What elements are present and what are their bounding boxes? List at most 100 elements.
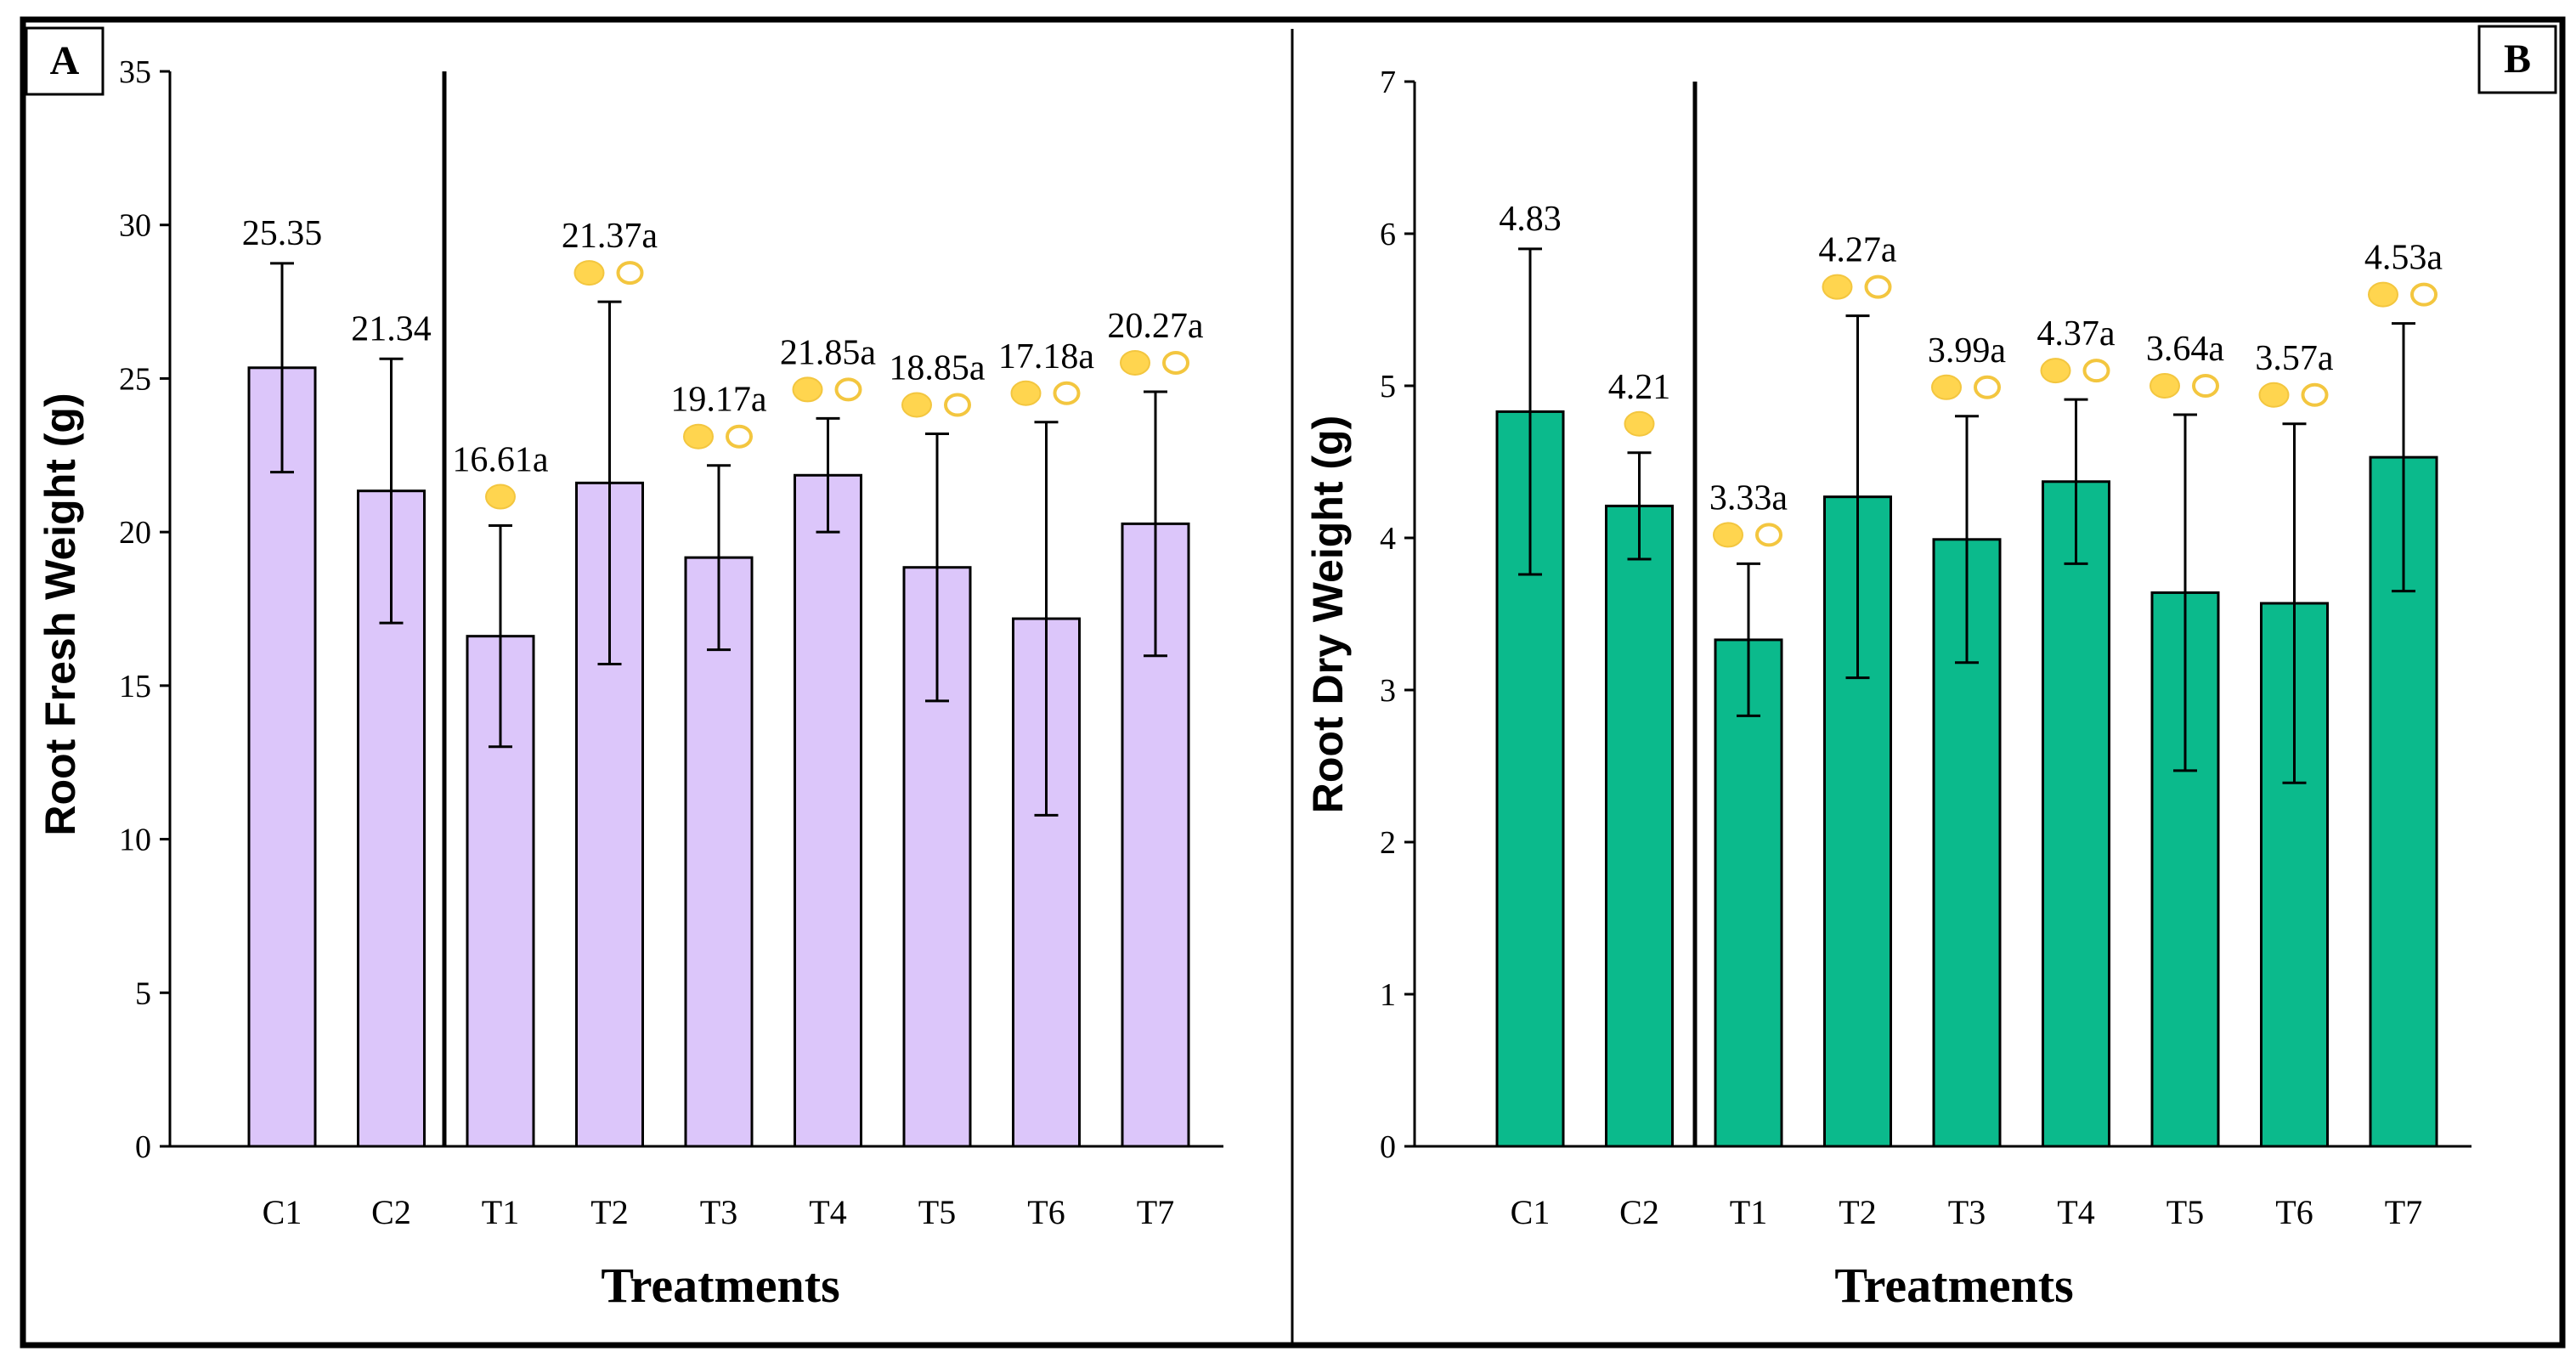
panel-b-x-axis-title: Treatments [1834,1258,2073,1313]
panel-b-significance-ring [2192,374,2219,399]
panel-a-label: A [50,38,80,83]
panel-a-value-label-t4: 21.85a [780,333,877,372]
panel-a-significance-ring [1053,381,1081,405]
panel-a-value-label-t7: 20.27a [1107,307,1204,346]
panel-b-value-label-t4: 4.37a [2037,314,2116,353]
panel-b-x-tick-labels: C1 C2 T1 T2 T3 T4 T5 T6 T7 [1511,1193,2423,1231]
panel-a-value-label-t2: 21.37a [562,217,658,256]
panel-b-y-tick-label: 4 [1380,521,1396,557]
panel-a-y-axis-title: Root Fresh Weight (g) [37,393,84,835]
panel-a-x-tick-t1: T1 [482,1193,519,1231]
panel-b-x-tick-c2: C2 [1619,1193,1659,1231]
panel-b-value-label-t1: 3.33a [1709,478,1788,517]
panel-a-y-tick-label: 25 [119,361,151,397]
panel-b-significance-dot [1624,410,1655,437]
panel-b-x-tick-t5: T5 [2166,1193,2204,1231]
panel-a-x-axis-title: Treatments [601,1258,839,1313]
panel-b-value-label-t2: 4.27a [1818,231,1897,270]
panel-b-y-tick-label: 3 [1380,673,1396,709]
panel-a-significance-dot [573,260,605,286]
panel-b-bar-t1 [1714,638,1783,1148]
panel-a-x-tick-t4: T4 [809,1193,846,1231]
panel-a-y-tick-label: 35 [119,54,151,90]
panel-b-significance-dot [2040,358,2071,384]
panel-b-significance-dot [2368,281,2398,308]
panel-b-x-tick-t6: T6 [2275,1193,2313,1231]
panel-b-significance-ring [2082,359,2110,383]
panel-a-value-label-t1: 16.61a [452,441,549,480]
panel-a-y-tick-label: 20 [119,515,151,551]
panel-b-significance-dot [1822,274,1853,300]
panel-b-x-tick-t2: T2 [1839,1193,1876,1231]
panel-a-value-label-t6: 17.18a [998,337,1095,376]
panel-b-significance-dot [2258,382,2290,408]
panel-b-significance-ring [2410,282,2438,307]
panel-b-x-tick-c1: C1 [1511,1193,1551,1231]
panel-a-significance-dot [683,423,714,450]
panel-a-y-tick-label: 5 [135,976,151,1011]
panel-b-y-tick-label: 0 [1380,1129,1396,1165]
panel-b-value-labels: 4.83 4.21 3.33a 4.27a 3.99a 4.37a 3.64a 3.57a 4.… [1499,200,2443,548]
panel-b-value-label-c2: 4.21 [1608,368,1671,407]
panel-b-value-label-t7: 4.53a [2364,239,2443,278]
panel-a-significance-dot [901,392,932,418]
panel-a-significance-ring [726,424,753,449]
panel-b-y-tick-label: 2 [1380,825,1396,861]
panel-b-value-label-c1: 4.83 [1499,200,1562,239]
panel-b: B 0 1 2 3 4 5 6 7 4.83 4.21 3.33a 4.27a 3.99a 4.37a 3… [1304,25,2557,1313]
panel-b-value-label-t5: 3.64a [2146,330,2225,369]
panel-a-value-label-c1: 25.35 [242,214,323,253]
panel-b-significance-ring [1864,274,1892,299]
panel-a-x-tick-t2: T2 [590,1193,628,1231]
panel-a-x-tick-t5: T5 [918,1193,956,1231]
panel-a-x-tick-t7: T7 [1137,1193,1174,1231]
panel-a-y-tick-label: 15 [119,669,151,704]
panel-b-x-tick-t1: T1 [1730,1193,1767,1231]
panel-b-significance-ring [2301,382,2329,407]
panel-a-bar-c1 [247,366,317,1148]
panel-b-significance-ring [1755,523,1782,547]
panel-a-value-label-t5: 18.85a [889,348,986,387]
panel-b-bar-t4 [2042,480,2110,1148]
panel-a-significance-ring [944,393,971,417]
panel-a-bar-t4 [794,473,862,1148]
panel-a-bars [247,262,1190,1148]
panel-a-value-labels: 25.35 21.34 16.61a 21.37a 19.17a 21.85a 18.85a… [242,214,1204,510]
panel-a-significance-ring [616,261,644,286]
panel-a-label-box [25,26,105,96]
panel-a-significance-dot [1010,380,1042,406]
panel-b-bar-c2 [1605,504,1674,1148]
panel-a-value-label-t3: 19.17a [670,381,767,420]
panel-a-x-tick-t6: T6 [1027,1193,1065,1231]
panel-a-x-tick-labels: C1 C2 T1 T2 T3 T4 T5 T6 T7 [263,1193,1175,1231]
panel-b-x-tick-t7: T7 [2385,1193,2422,1231]
panel-b-significance-dot [2149,373,2180,399]
panel-a-significance-dot [1120,349,1150,376]
panel-a-significance-ring [1162,350,1189,375]
panel-b-value-label-t3: 3.99a [1928,331,2007,370]
panel-b-y-tick-label: 5 [1380,369,1396,404]
panel-b-bars [1495,247,2438,1148]
panel-b-significance-ring [1974,375,2001,399]
panel-a-value-label-c2: 21.34 [351,309,432,348]
panel-a: A 0 5 10 15 20 25 30 35 25.35 21.34 16.61a 21.37a 1… [25,26,1223,1313]
panel-b-label-box [2477,25,2557,94]
panel-b-x-tick-t4: T4 [2057,1193,2094,1231]
panel-a-y-tick-label: 0 [135,1129,151,1165]
panel-a-y-axis: 0 5 10 15 20 25 30 35 [119,54,1223,1165]
panel-a-x-tick-c1: C1 [263,1193,302,1231]
panel-a-bar-t3 [684,556,754,1148]
panel-a-y-tick-label: 30 [119,208,151,244]
panel-b-y-tick-label: 6 [1380,217,1396,252]
panel-b-significance-dot [1931,374,1962,400]
panel-b-x-tick-t3: T3 [1948,1193,1986,1231]
panel-b-value-label-t6: 3.57a [2255,339,2334,378]
panel-a-significance-ring [834,377,862,402]
panel-a-significance-dot [485,484,516,510]
panel-a-x-tick-c2: C2 [371,1193,411,1231]
panel-a-significance-dot [792,376,823,403]
panel-b-y-tick-label: 1 [1380,977,1396,1013]
panel-b-y-axis-title: Root Dry Weight (g) [1304,416,1352,813]
panel-b-significance-dot [1713,522,1743,548]
